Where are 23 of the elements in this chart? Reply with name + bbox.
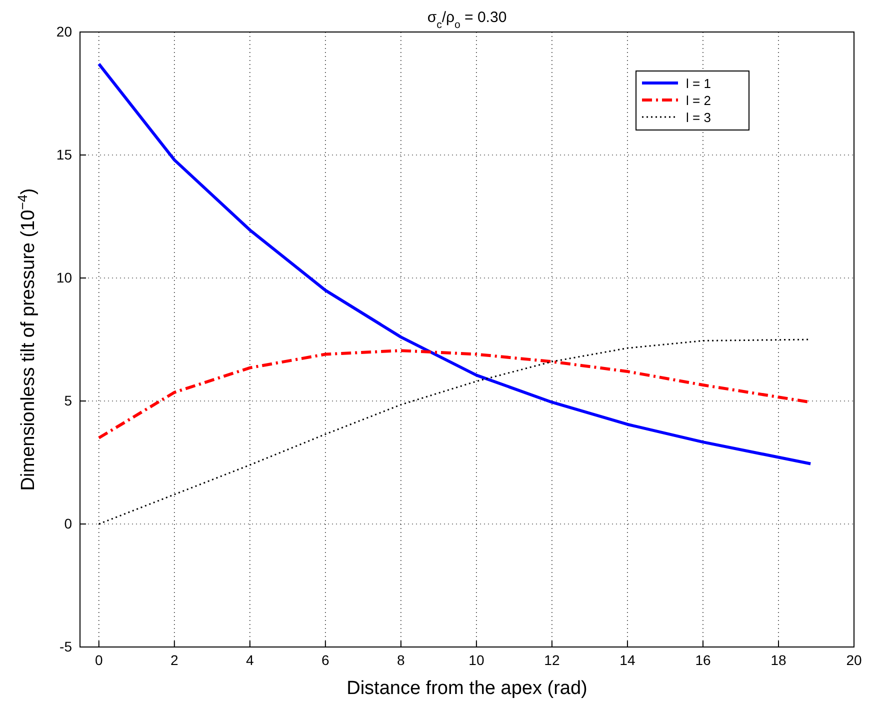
x-tick-label: 10: [468, 652, 484, 668]
x-tick-label: 0: [94, 652, 103, 668]
y-tick-label: 0: [64, 515, 72, 532]
legend-label: l = 1: [686, 76, 711, 91]
y-tick-label: -5: [60, 638, 72, 654]
y-tick-label: 10: [56, 269, 72, 286]
line-series: [97, 62, 812, 466]
x-tick-label: 16: [695, 652, 711, 668]
x-tick-label: 8: [397, 652, 406, 668]
x-tick-label: 2: [170, 652, 178, 668]
x-tick-label: 6: [322, 652, 330, 668]
legend-label: l = 3: [686, 110, 711, 125]
x-tick-label: 14: [620, 652, 636, 668]
x-tick-label: 20: [846, 652, 862, 668]
x-tick-label: 18: [770, 652, 786, 668]
y-tick-label: 20: [56, 23, 72, 40]
x-tick-label: 4: [246, 652, 254, 668]
y-tick-label: 5: [64, 392, 72, 408]
y-tick-label: 15: [56, 146, 72, 162]
legend-label: l = 2: [686, 93, 711, 108]
x-axis-title: Distance from the apex (rad): [346, 678, 588, 699]
x-tick-label: 12: [544, 652, 560, 668]
chart-title: σ$_{c}$/ρ$_{o}$ = 0.30: [427, 9, 507, 31]
